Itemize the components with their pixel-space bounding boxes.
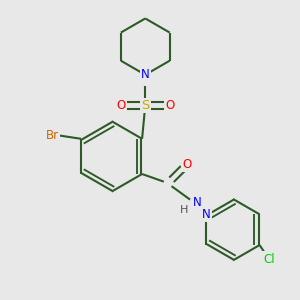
Text: S: S <box>141 99 149 112</box>
Text: O: O <box>165 99 174 112</box>
Text: N: N <box>193 196 202 209</box>
Text: N: N <box>141 72 150 85</box>
Text: O: O <box>182 158 191 171</box>
Text: Br: Br <box>46 129 59 142</box>
Text: Cl: Cl <box>263 253 275 266</box>
Text: H: H <box>179 206 188 215</box>
Text: N: N <box>202 208 211 221</box>
Text: O: O <box>116 99 126 112</box>
Text: N: N <box>141 68 150 81</box>
